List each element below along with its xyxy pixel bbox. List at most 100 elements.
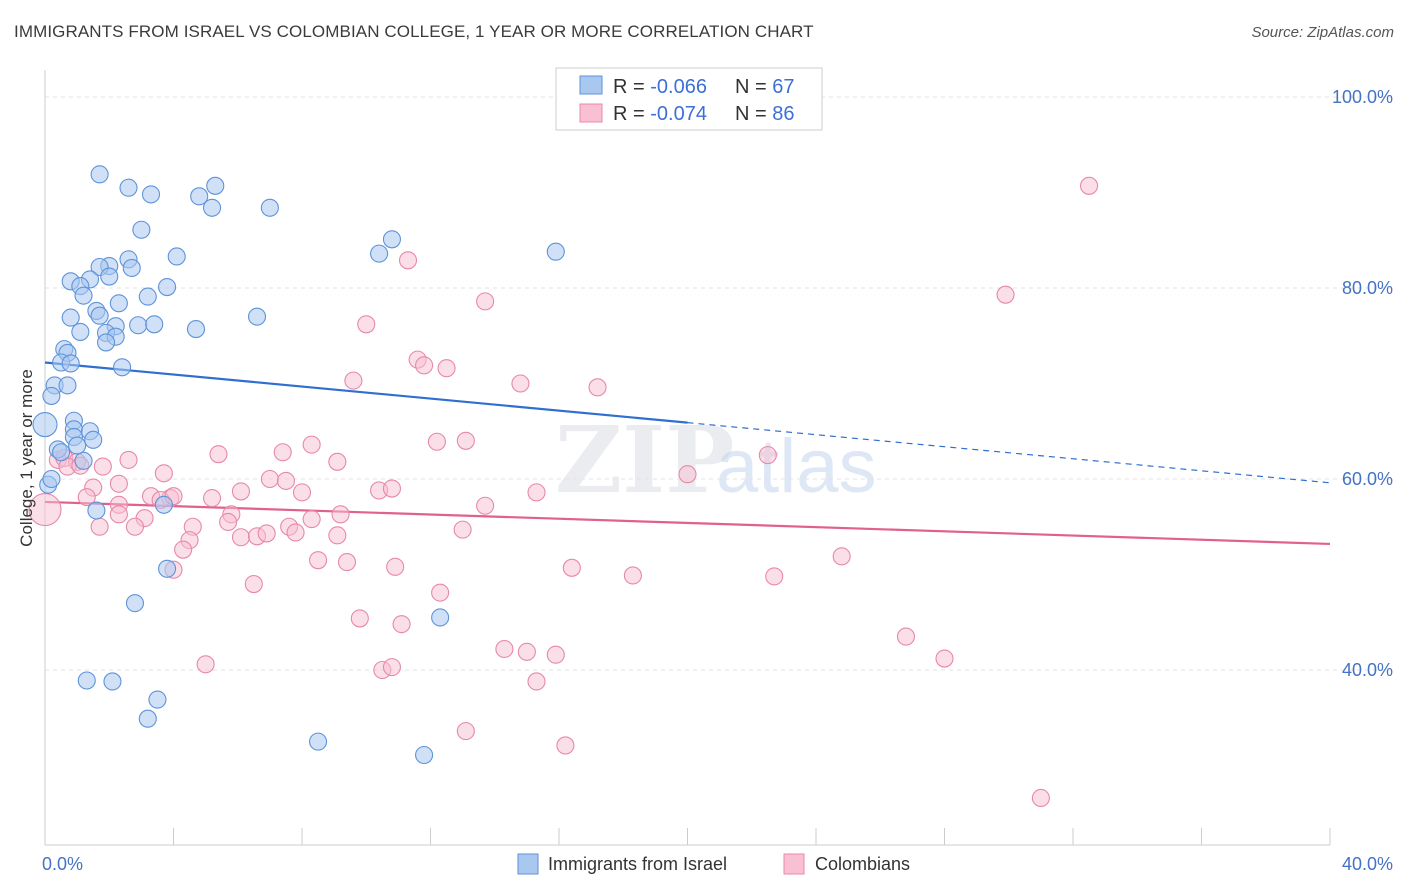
point-israel (546, 242, 565, 261)
point-israel (90, 165, 109, 184)
point-colombians (1080, 176, 1099, 195)
point-colombians (276, 471, 295, 490)
point-colombians (456, 431, 475, 450)
point-colombians (427, 432, 446, 451)
point-colombians (196, 655, 215, 674)
point-colombians (476, 496, 495, 515)
point-colombians (588, 378, 607, 397)
x-tick-labels: 0.0% 40.0% (42, 854, 1393, 874)
axes (44, 70, 1331, 846)
point-colombians (832, 547, 851, 566)
point-colombians (996, 285, 1015, 304)
point-israel (206, 176, 225, 195)
point-colombians (331, 505, 350, 524)
point-colombians (302, 435, 321, 454)
point-colombians (93, 457, 112, 476)
point-israel (186, 320, 206, 339)
svg-text:N = 86: N = 86 (735, 103, 795, 125)
y-tick-label: 80.0% (1342, 278, 1393, 298)
bottom-legend: Immigrants from Israel Colombians (517, 853, 910, 875)
point-israel (122, 258, 141, 277)
svg-text:R = -0.066: R = -0.066 (613, 76, 707, 98)
point-colombians (203, 489, 222, 508)
point-colombians (28, 493, 62, 527)
point-colombians (562, 558, 581, 577)
point-israel (415, 745, 434, 765)
point-colombians (415, 356, 434, 375)
point-israel (129, 316, 148, 335)
point-israel (141, 185, 161, 204)
point-israel (100, 267, 119, 286)
point-israel (154, 495, 173, 514)
point-colombians (495, 639, 514, 659)
point-colombians (286, 523, 305, 542)
point-colombians (517, 642, 536, 661)
point-israel (96, 333, 116, 352)
point-israel (431, 608, 450, 627)
y-axis-label: College, 1 year or more (17, 369, 36, 547)
point-colombians (623, 566, 642, 585)
point-colombians (392, 615, 411, 634)
legend-r-value-colombians: -0.074 (650, 103, 707, 125)
legend-r-label-colombians: R = (613, 103, 650, 125)
legend-n-label-israel: N = (735, 76, 772, 98)
chart-title: IMMIGRANTS FROM ISRAEL VS COLOMBIAN COLL… (14, 22, 814, 41)
point-israel (74, 451, 93, 470)
point-colombians (257, 524, 276, 543)
point-israel (119, 178, 138, 197)
point-colombians (398, 251, 418, 270)
point-israel (132, 220, 151, 239)
point-israel (61, 354, 80, 373)
trendline-israel-solid (44, 361, 688, 424)
point-colombians (453, 520, 472, 539)
svg-text:R = -0.074: R = -0.074 (613, 103, 707, 125)
point-israel (68, 436, 87, 455)
point-israel (52, 443, 71, 462)
point-israel (138, 287, 157, 306)
point-israel (84, 430, 103, 449)
point-colombians (260, 469, 279, 489)
point-israel (113, 358, 132, 377)
point-israel (382, 230, 402, 249)
point-israel (247, 307, 267, 326)
point-colombians (244, 574, 263, 594)
point-colombians (386, 557, 405, 576)
point-colombians (527, 483, 546, 502)
point-israel (370, 244, 389, 263)
point-colombians (154, 464, 173, 483)
point-israel (87, 501, 106, 520)
trendline-israel (44, 361, 1331, 484)
point-israel (190, 187, 209, 206)
point-israel (42, 469, 61, 489)
point-colombians (231, 528, 251, 547)
point-colombians (357, 315, 376, 334)
point-colombians (309, 551, 328, 570)
point-israel (61, 308, 80, 327)
point-colombians (328, 452, 347, 471)
point-colombians (119, 450, 138, 469)
svg-text:N = 67: N = 67 (735, 76, 795, 98)
point-israel (158, 277, 177, 297)
point-colombians (456, 722, 475, 741)
legend-n-value-colombians: 86 (772, 103, 794, 125)
watermark-atlas: atlas (716, 424, 877, 509)
point-israel (138, 709, 157, 728)
point-israel (77, 671, 96, 690)
point-colombians (511, 374, 530, 393)
bottom-legend-label-colombians: Colombians (815, 854, 910, 874)
point-colombians (344, 371, 363, 390)
trendline-colombians (44, 500, 1331, 546)
point-israel (74, 286, 93, 305)
point-israel (58, 376, 77, 395)
point-colombians (758, 446, 777, 465)
y-tick-labels: 100.0% 80.0% 60.0% 40.0% (1332, 87, 1393, 680)
point-israel (158, 559, 177, 578)
watermark-zip: ZIP (555, 406, 734, 514)
point-colombians (328, 526, 347, 545)
point-colombians (431, 583, 450, 602)
bottom-legend-swatch-israel (517, 853, 539, 875)
legend-swatch-colombians (579, 103, 603, 123)
point-israel (148, 690, 167, 709)
y-tick-label: 60.0% (1342, 469, 1393, 489)
